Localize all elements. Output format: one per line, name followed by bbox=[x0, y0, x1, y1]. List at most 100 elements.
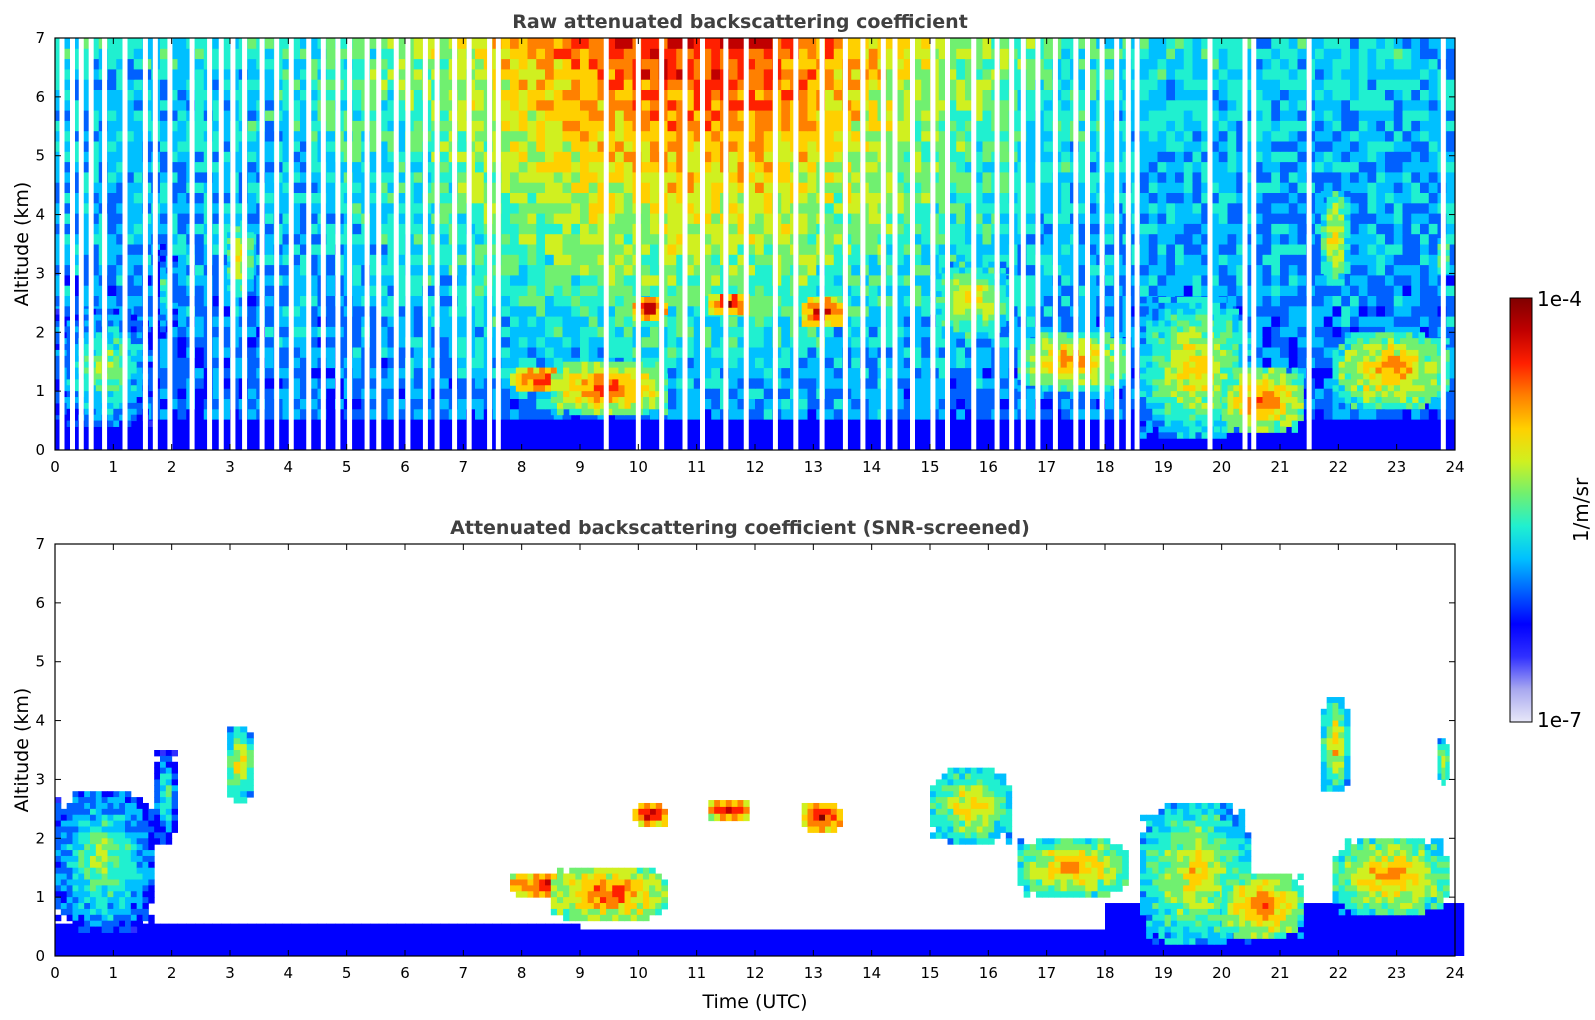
background-cell bbox=[921, 347, 931, 358]
background-cell bbox=[72, 285, 82, 296]
background-cell bbox=[212, 398, 222, 410]
background-cell bbox=[90, 130, 100, 142]
background-cell bbox=[413, 305, 423, 317]
background-cell bbox=[1140, 223, 1150, 235]
background-cell bbox=[571, 264, 581, 276]
background-cell bbox=[160, 398, 170, 410]
background-cell bbox=[711, 233, 721, 245]
background-cell bbox=[352, 367, 362, 379]
background-cell bbox=[755, 233, 765, 245]
background-cell bbox=[1271, 439, 1281, 451]
background-cell bbox=[912, 305, 922, 317]
background-cell bbox=[1026, 141, 1036, 152]
background-cell bbox=[177, 182, 187, 193]
background-cell bbox=[1078, 233, 1088, 245]
background-cell bbox=[326, 213, 336, 224]
background-cell bbox=[685, 254, 695, 266]
background-cell bbox=[518, 295, 528, 307]
background-cell bbox=[247, 120, 257, 132]
background-cell bbox=[886, 408, 896, 420]
background-cell bbox=[282, 120, 292, 132]
background-cell bbox=[1280, 244, 1290, 255]
background-cell bbox=[851, 357, 861, 369]
background-cell bbox=[326, 367, 336, 379]
background-cell bbox=[440, 202, 450, 214]
background-cell bbox=[1087, 141, 1097, 152]
background-cell bbox=[1000, 439, 1010, 451]
background-cell bbox=[396, 326, 406, 338]
background-cell bbox=[308, 254, 318, 266]
background-cell bbox=[1341, 274, 1351, 286]
background-cell bbox=[938, 429, 948, 441]
background-cell bbox=[1192, 130, 1202, 142]
background-cell bbox=[291, 254, 301, 266]
background-cell bbox=[868, 305, 878, 317]
background-cell bbox=[895, 347, 905, 358]
background-cell bbox=[938, 182, 948, 193]
background-cell bbox=[457, 171, 467, 183]
background-cell bbox=[615, 233, 625, 245]
background-cell bbox=[63, 161, 73, 173]
background-cell bbox=[1253, 357, 1263, 369]
background-cell bbox=[518, 161, 528, 173]
background-cell bbox=[1280, 439, 1290, 451]
background-cell bbox=[1087, 398, 1097, 410]
background-cell bbox=[475, 213, 485, 224]
background-cell bbox=[956, 254, 966, 266]
background-cell bbox=[623, 171, 633, 183]
background-cell bbox=[650, 439, 660, 451]
background-cell bbox=[177, 233, 187, 245]
background-cell bbox=[221, 326, 231, 338]
background-cell bbox=[833, 326, 843, 338]
background-cell bbox=[728, 326, 738, 338]
background-cell bbox=[378, 182, 388, 193]
background-cell bbox=[413, 161, 423, 173]
background-cell bbox=[221, 316, 231, 327]
background-cell bbox=[1148, 151, 1158, 163]
background-cell bbox=[615, 223, 625, 235]
background-cell bbox=[1157, 439, 1167, 451]
background-cell bbox=[685, 419, 695, 430]
background-cell bbox=[116, 439, 126, 451]
background-cell bbox=[501, 367, 511, 379]
background-cell bbox=[1428, 223, 1438, 235]
background-cell bbox=[536, 151, 546, 163]
background-cell bbox=[1420, 202, 1430, 214]
background-cell bbox=[308, 233, 318, 245]
background-cell bbox=[1140, 274, 1150, 286]
background-cell bbox=[1341, 151, 1351, 163]
background-cell bbox=[1350, 419, 1360, 430]
background-cell bbox=[886, 336, 896, 348]
background-cell bbox=[1402, 408, 1412, 420]
background-cell bbox=[895, 377, 905, 389]
background-cell bbox=[693, 316, 703, 327]
background-cell bbox=[195, 192, 205, 204]
background-cell bbox=[212, 377, 222, 389]
background-cell bbox=[413, 408, 423, 420]
background-cell bbox=[798, 223, 808, 235]
background-cell bbox=[982, 182, 992, 193]
background-cell bbox=[1428, 295, 1438, 307]
background-cell bbox=[597, 264, 607, 276]
background-cell bbox=[868, 274, 878, 286]
background-cell bbox=[1297, 419, 1307, 430]
background-cell bbox=[1000, 192, 1010, 204]
background-cell bbox=[693, 367, 703, 379]
background-cell bbox=[685, 213, 695, 224]
background-cell bbox=[1140, 419, 1150, 430]
background-cell bbox=[588, 254, 598, 266]
background-cell bbox=[623, 285, 633, 296]
background-cell bbox=[1236, 171, 1246, 183]
background-cell bbox=[1157, 213, 1167, 224]
background-cell bbox=[702, 316, 712, 327]
background-cell bbox=[72, 161, 82, 173]
background-cell bbox=[833, 274, 843, 286]
background-cell bbox=[903, 316, 913, 327]
background-cell bbox=[676, 316, 686, 327]
background-cell bbox=[693, 182, 703, 193]
background-cell bbox=[571, 305, 581, 317]
background-cell bbox=[545, 408, 555, 420]
background-cell bbox=[763, 377, 773, 389]
background-cell bbox=[1420, 295, 1430, 307]
background-cell bbox=[1358, 408, 1368, 420]
